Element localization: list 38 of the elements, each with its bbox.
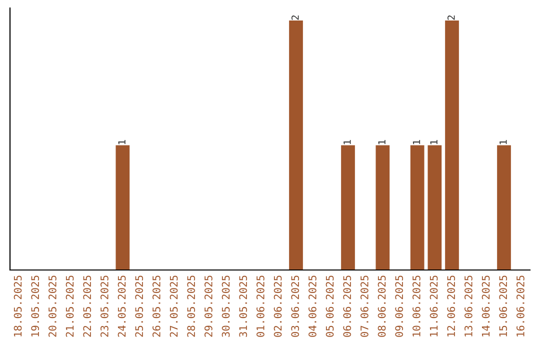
x-tick-label: 08.06.2025	[378, 276, 386, 337]
x-tick-label: 03.06.2025	[291, 276, 300, 337]
x-tick-label: 11.06.2025	[430, 276, 438, 336]
x-tick-label: 20.05.2025	[48, 276, 56, 337]
x-tick-label: 13.06.2025	[464, 276, 472, 336]
data-label: 2	[291, 15, 299, 20]
x-tick-label: 19.05.2025	[31, 276, 40, 336]
data-label: 1	[412, 140, 420, 144]
x-tick-label: 09.06.2025	[395, 276, 404, 337]
x-tick-label: 15.06.2025	[499, 276, 508, 336]
x-tick-label: 16.06.2025	[516, 276, 524, 336]
data-label: 2	[447, 15, 455, 20]
x-tick-label: 31.05.2025	[239, 276, 248, 337]
data-label: 1	[500, 140, 507, 144]
data-label: 1	[378, 140, 386, 144]
x-tick-label: 14.06.2025	[482, 276, 490, 336]
x-tick-label: 22.05.2025	[83, 276, 92, 337]
x-tick-label: 10.06.2025	[412, 276, 420, 336]
x-tick-label: 21.05.2025	[66, 276, 74, 337]
x-tick-label: 28.05.2025	[187, 276, 196, 337]
x-tick-label: 24.05.2025	[118, 276, 126, 337]
x-tick-label: 27.05.2025	[170, 276, 178, 337]
x-tick-label: 05.06.2025	[326, 276, 334, 337]
x-tick-label: 12.06.2025	[447, 276, 456, 336]
x-tick-label: 25.05.2025	[135, 276, 144, 337]
x-tick-label: 04.06.2025	[308, 276, 316, 337]
data-label: 1	[344, 140, 351, 144]
x-tick-label: 06.06.2025	[343, 276, 352, 337]
x-tick-label: 18.05.2025	[14, 276, 22, 336]
x-tick-label: 30.05.2025	[222, 276, 230, 337]
data-label: 1	[118, 140, 126, 144]
data-label: 1	[430, 140, 438, 144]
x-tick-label: 23.05.2025	[100, 276, 108, 337]
x-tick-label: 07.06.2025	[360, 276, 368, 337]
x-tick-label: 26.05.2025	[152, 276, 160, 337]
x-tick-label: 29.05.2025	[204, 276, 212, 337]
x-tick-label: 02.06.2025	[274, 276, 282, 337]
x-tick-label: 01.06.2025	[256, 276, 264, 337]
